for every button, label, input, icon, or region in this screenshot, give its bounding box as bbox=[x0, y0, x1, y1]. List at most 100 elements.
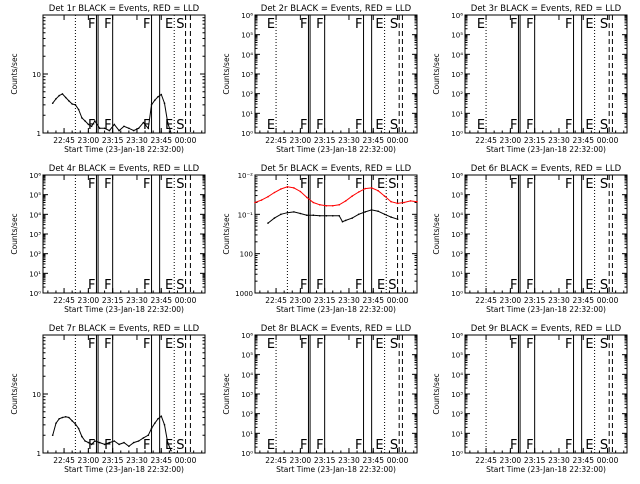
data-point bbox=[81, 117, 83, 119]
marker-label: F bbox=[104, 337, 111, 352]
x-tick-label: 00:00 bbox=[597, 456, 619, 465]
y-tick-label: 10⁵ bbox=[451, 32, 463, 40]
marker-label: F bbox=[104, 118, 111, 133]
data-point bbox=[383, 213, 386, 216]
marker-label: E bbox=[477, 118, 485, 133]
data-point bbox=[137, 127, 140, 130]
x-tick-label: 00:00 bbox=[387, 456, 409, 465]
data-point bbox=[118, 443, 120, 446]
x-tick-label: 23:15 bbox=[314, 456, 336, 465]
y-tick-label: 10⁴ bbox=[451, 51, 463, 59]
data-point bbox=[87, 123, 90, 126]
data-point bbox=[341, 220, 344, 223]
x-axis-label: Start Time (23-Jan-18 22:32:00) bbox=[486, 465, 606, 474]
marker-label: F bbox=[526, 278, 533, 293]
data-point bbox=[166, 121, 169, 124]
marker-label: E bbox=[477, 17, 485, 32]
marker-label: S bbox=[600, 17, 608, 32]
data-point bbox=[319, 215, 321, 217]
data-point bbox=[332, 205, 334, 207]
x-axis-label: Start Time (23-Jan-18 22:32:00) bbox=[486, 305, 606, 314]
x-tick-label: 22:45 bbox=[265, 136, 287, 145]
x-tick-label: 23:00 bbox=[78, 296, 100, 305]
data-point bbox=[383, 195, 386, 197]
panel-det-8: Det 8r BLACK = Events, RED = LLD 10⁰ 10¹ 10… bbox=[222, 324, 418, 474]
marker-label: F bbox=[88, 177, 95, 192]
data-point bbox=[84, 120, 86, 122]
marker-label: F bbox=[316, 337, 323, 352]
marker-label: E bbox=[165, 177, 173, 192]
marker-label: F bbox=[143, 438, 150, 453]
data-point bbox=[94, 440, 96, 442]
y-tick-label: 10⁴ bbox=[241, 371, 253, 379]
data-point bbox=[280, 213, 282, 216]
x-tick-label: 00:00 bbox=[175, 296, 197, 305]
data-point bbox=[254, 201, 256, 204]
x-tick-label: 23:15 bbox=[524, 296, 546, 305]
marker-label: F bbox=[300, 17, 307, 32]
marker-label: F bbox=[143, 177, 150, 192]
marker-label: F bbox=[510, 337, 517, 352]
marker-label: E bbox=[585, 278, 593, 293]
data-point bbox=[128, 127, 130, 130]
x-tick-label: 23:15 bbox=[314, 296, 336, 305]
x-tick-label: 22:45 bbox=[53, 296, 75, 305]
x-tick-label: 23:15 bbox=[102, 296, 124, 305]
data-point bbox=[77, 108, 80, 111]
y-tick-label: 10⁰ bbox=[241, 450, 253, 458]
marker-label: S bbox=[600, 337, 608, 352]
data-point bbox=[351, 195, 354, 197]
data-point bbox=[94, 120, 96, 122]
x-tick-label: 22:45 bbox=[53, 456, 75, 465]
y-tick-label: 10³ bbox=[451, 231, 463, 239]
plot-frame bbox=[42, 174, 206, 294]
x-tick-label: 22:45 bbox=[265, 456, 287, 465]
data-point bbox=[108, 129, 111, 132]
data-point bbox=[157, 96, 159, 98]
marker-label: E bbox=[165, 278, 173, 293]
x-tick-label: 00:00 bbox=[387, 136, 409, 145]
y-tick-label: 10⁻¹ bbox=[238, 211, 254, 219]
marker-label: E bbox=[267, 17, 275, 32]
y-tick-label: 1 bbox=[37, 130, 41, 138]
data-point bbox=[286, 211, 289, 214]
panel-det-1: Det 1r BLACK = Events, RED = LLD 1 10 Count… bbox=[10, 4, 206, 154]
marker-label: F bbox=[316, 177, 323, 192]
data-point bbox=[68, 100, 70, 102]
y-axis-label: Counts/sec bbox=[10, 53, 19, 94]
y-tick-label: 10³ bbox=[451, 391, 463, 399]
marker-label: F bbox=[104, 177, 111, 192]
marker-label: F bbox=[565, 438, 572, 453]
marker-label: F bbox=[104, 438, 111, 453]
x-tick-label: 23:30 bbox=[548, 456, 570, 465]
data-point bbox=[325, 215, 328, 217]
marker-label: E bbox=[165, 337, 173, 352]
data-point bbox=[154, 422, 156, 425]
y-tick-label: 10² bbox=[451, 411, 463, 419]
x-tick-label: 23:30 bbox=[548, 136, 570, 145]
x-axis-label: Start Time (23-Jan-18 22:32:00) bbox=[64, 145, 184, 154]
y-tick-label: 10⁰ bbox=[241, 130, 253, 138]
y-tick-label: 10² bbox=[241, 91, 253, 99]
marker-label: F bbox=[510, 118, 517, 133]
marker-label: S bbox=[176, 438, 184, 453]
data-point bbox=[377, 189, 379, 192]
marker-label: F bbox=[316, 278, 323, 293]
y-tick-label: 10³ bbox=[241, 71, 253, 79]
marker-label: S bbox=[600, 177, 608, 192]
marker-label: F bbox=[510, 17, 517, 32]
marker-label: E bbox=[375, 118, 383, 133]
marker-label: E bbox=[377, 177, 385, 192]
x-tick-label: 23:00 bbox=[290, 136, 312, 145]
marker-label: F bbox=[565, 177, 572, 192]
marker-label: E bbox=[585, 438, 593, 453]
marker-label: F bbox=[316, 17, 323, 32]
marker-label: F bbox=[526, 337, 533, 352]
panel-title: Det 8r BLACK = Events, RED = LLD bbox=[261, 324, 412, 334]
data-point bbox=[64, 96, 67, 99]
marker-label: S bbox=[600, 278, 608, 293]
data-point bbox=[344, 219, 347, 222]
data-point bbox=[299, 190, 302, 193]
panel-title: Det 9r BLACK = Events, RED = LLD bbox=[471, 324, 622, 334]
data-point bbox=[61, 93, 64, 95]
